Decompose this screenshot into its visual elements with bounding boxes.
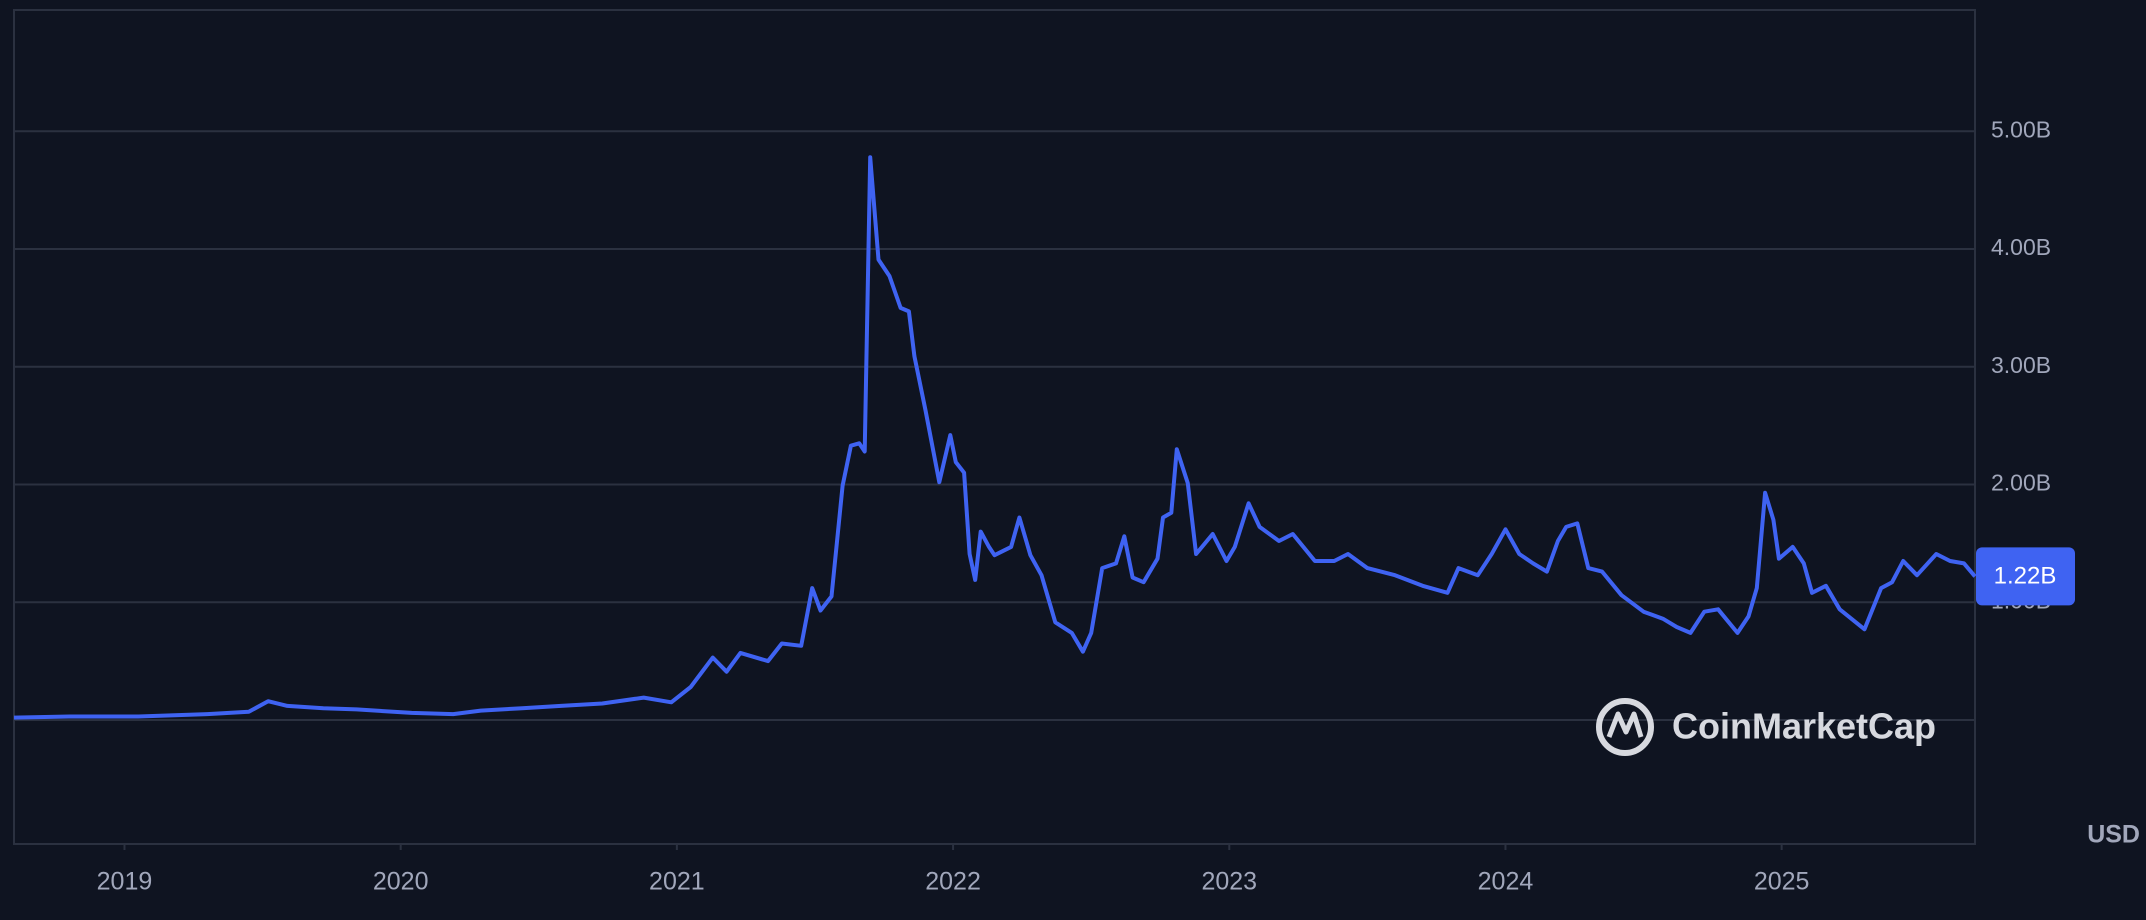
x-tick-label: 2021 (649, 868, 705, 896)
grid (14, 130, 1975, 604)
x-tick-label: 2023 (1201, 868, 1257, 896)
y-tick-label: 5.00B (1991, 116, 2051, 142)
currency-label: USD (2087, 821, 2140, 849)
current-value-tag (1976, 547, 2075, 606)
axes: 1.00B2.00B3.00B4.00B5.00B201920202021202… (97, 116, 2075, 896)
x-tick-label: 2019 (97, 868, 153, 896)
watermark-logo-mark (1606, 711, 1644, 738)
y-tick-label: 2.00B (1991, 470, 2051, 496)
x-tick-label: 2020 (373, 868, 429, 896)
current-value-label: 1.22B (1994, 563, 2057, 590)
y-tick-label: 3.00B (1991, 352, 2051, 378)
plot-area (13, 155, 1977, 720)
watermark-logo (1596, 698, 1654, 756)
price-line (13, 155, 1977, 720)
x-tick-label: 2022 (925, 868, 981, 896)
watermark: CoinMarketCap (1596, 698, 1936, 756)
watermark-text: CoinMarketCap (1672, 706, 1936, 747)
x-tick-label: 2024 (1478, 868, 1534, 896)
y-tick-label: 4.00B (1991, 234, 2051, 260)
x-tick-label: 2025 (1754, 868, 1810, 896)
plot-frame (13, 9, 1976, 845)
